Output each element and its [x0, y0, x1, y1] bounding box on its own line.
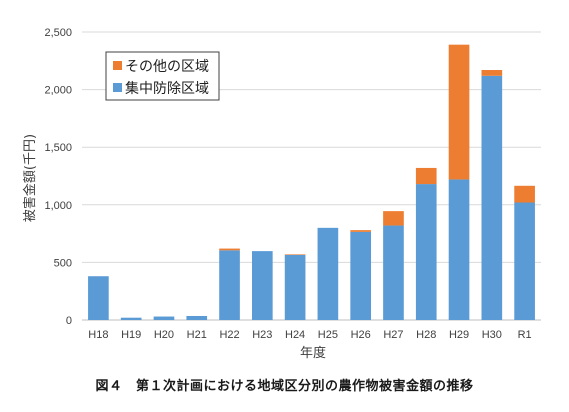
x-tick-label: H30	[482, 329, 502, 341]
legend-label: その他の区域	[125, 59, 209, 75]
bar	[251, 251, 273, 320]
bar	[153, 316, 175, 320]
chart-canvas: 0 500 1,000 1,500 2,000 2,500 H18 H19 H20 H21 H22…	[22, 27, 541, 361]
bars	[88, 44, 535, 320]
x-tick-label: H21	[187, 329, 207, 341]
bar	[88, 276, 109, 320]
y-tick-label: 1,000	[44, 200, 72, 212]
x-axis-label: 年度	[300, 345, 326, 361]
x-tick-label: R1	[518, 329, 532, 341]
x-tick-label: H27	[383, 329, 403, 341]
bar	[448, 179, 470, 320]
bar	[186, 315, 208, 320]
bar	[415, 184, 437, 320]
legend-label: 集中防除区域	[125, 80, 209, 97]
y-tick-label: 2,000	[44, 85, 72, 97]
bar	[481, 70, 503, 76]
bar	[514, 185, 535, 203]
legend-swatch	[113, 61, 122, 70]
bar	[383, 225, 404, 320]
figure-caption: 図４ 第１次計画における地域区分別の農作物被害金額の推移	[95, 379, 474, 394]
x-tick-label: H22	[219, 329, 239, 341]
y-tick-label: 1,500	[44, 142, 72, 154]
y-tick-label: 2,500	[44, 27, 72, 39]
bar	[350, 231, 372, 320]
bar	[284, 254, 306, 255]
x-tick-label: H18	[88, 329, 108, 341]
y-tick-label: 0	[66, 315, 72, 327]
x-axis-ticks: H18 H19 H20 H21 H22 H23 H24 H25 H26 H27 H28 H29 H30 R…	[88, 329, 531, 341]
bar	[383, 211, 404, 226]
y-axis-label: 被害金額(千円)	[22, 134, 38, 222]
x-tick-label: H19	[121, 329, 141, 341]
x-tick-label: H28	[416, 329, 436, 341]
bar	[317, 227, 339, 320]
legend-box	[105, 51, 220, 101]
x-tick-label: H23	[252, 329, 272, 341]
bar	[415, 167, 437, 185]
x-tick-label: H26	[351, 329, 371, 341]
bar	[284, 254, 306, 320]
x-tick-label: H29	[449, 329, 469, 341]
y-tick-label: 500	[54, 257, 72, 269]
x-tick-label: H25	[318, 329, 338, 341]
bar	[120, 317, 142, 320]
bar	[448, 44, 470, 180]
bar	[514, 202, 535, 320]
bar	[350, 230, 372, 232]
bar	[219, 248, 240, 251]
x-tick-label: H20	[154, 329, 174, 341]
legend-swatch	[113, 83, 122, 92]
bar	[481, 75, 503, 320]
y-axis-ticks: 0 500 1,000 1,500 2,000 2,500	[44, 27, 72, 327]
bar	[219, 250, 240, 320]
x-tick-label: H24	[285, 329, 305, 341]
